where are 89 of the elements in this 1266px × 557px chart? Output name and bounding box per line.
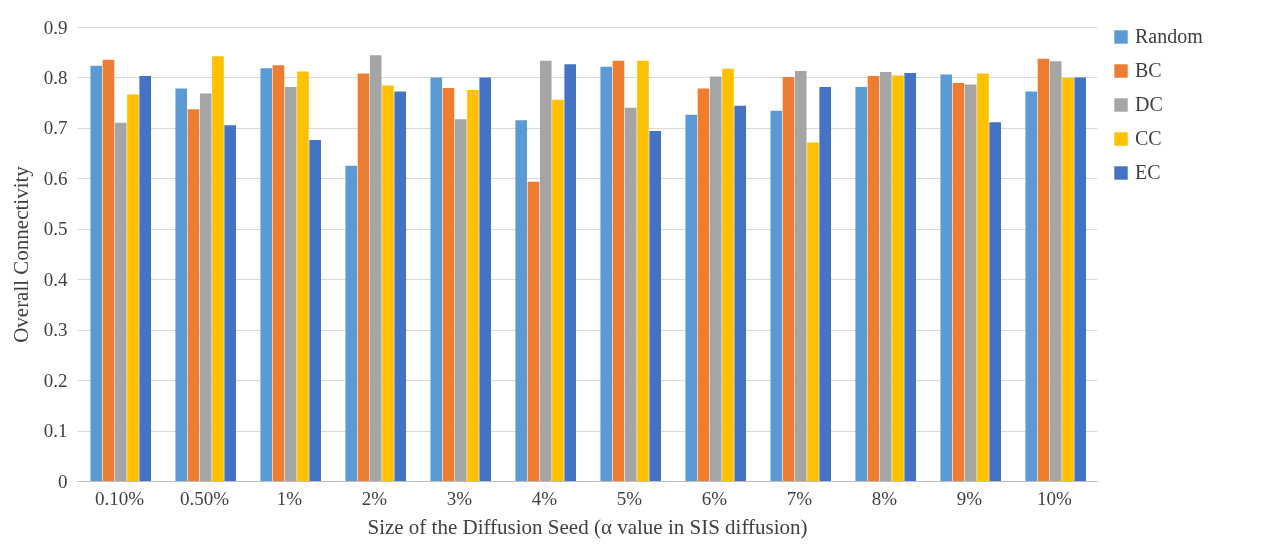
x-tick-label: 3%: [446, 487, 473, 509]
bar: [515, 120, 528, 481]
bar: [940, 74, 953, 481]
legend-label: CC: [1135, 127, 1162, 149]
bar: [782, 76, 795, 481]
y-tick-label: 0.4: [43, 268, 68, 290]
bar: [297, 71, 309, 481]
bar: [90, 65, 103, 481]
bar: [685, 114, 698, 481]
bar: [224, 125, 237, 481]
bar: [127, 94, 139, 481]
y-tick-label: 0.6: [43, 167, 68, 189]
bar: [989, 122, 1002, 481]
bar: [357, 73, 370, 481]
bar: [102, 59, 115, 481]
bar: [345, 165, 358, 481]
bar: [199, 93, 212, 481]
x-tick-label: 4%: [531, 487, 558, 509]
bar: [479, 77, 492, 481]
legend-label: EC: [1135, 161, 1161, 183]
y-tick-label: 0.5: [43, 218, 68, 240]
bar: [819, 87, 832, 481]
bar: [624, 107, 637, 481]
bar: [952, 82, 965, 481]
bar: [1049, 61, 1062, 481]
bar: [442, 88, 455, 481]
bar: [1074, 77, 1087, 481]
bar: [1025, 91, 1038, 481]
y-tick-label: 0.3: [43, 319, 68, 341]
x-tick-label: 6%: [701, 487, 728, 509]
x-tick-label: 1%: [276, 487, 303, 509]
bar: [187, 109, 200, 481]
bar: [114, 122, 127, 481]
x-tick-label: 2%: [361, 487, 388, 509]
bar: [309, 140, 322, 481]
bar: [369, 55, 382, 481]
bar: [807, 142, 819, 481]
bar: [892, 75, 904, 481]
bar: [284, 87, 297, 481]
x-tick-label: 9%: [956, 487, 983, 509]
bar: [637, 60, 649, 481]
x-tick-label: 10%: [1037, 487, 1073, 509]
y-axis-title: Overall Connectivity: [8, 165, 33, 343]
bar: [260, 68, 273, 481]
bar: [1037, 58, 1050, 481]
legend-label: Random: [1135, 25, 1204, 47]
bar: [770, 110, 783, 481]
bar: [1062, 77, 1074, 481]
legend-label: DC: [1135, 93, 1163, 115]
bar: [867, 75, 880, 481]
bar: [564, 64, 577, 481]
bar: [467, 90, 479, 481]
bar: [539, 60, 552, 481]
bar: [139, 75, 152, 481]
bar: [430, 77, 443, 481]
y-tick-label: 0.2: [43, 369, 68, 391]
x-tick-label: 0.10%: [94, 487, 145, 509]
legend-label: BC: [1135, 59, 1162, 81]
bar: [734, 105, 747, 481]
y-tick-label: 0.7: [43, 117, 68, 139]
x-axis-title: Size of the Diffusion Seed (α value in SIS diffusion): [367, 514, 808, 539]
bar: [212, 56, 224, 481]
bar: [552, 99, 564, 481]
y-tick-label: 0.8: [43, 66, 68, 88]
y-tick-label: 0: [58, 470, 68, 492]
bar: [600, 66, 613, 481]
bar: [527, 181, 540, 481]
x-tick-label: 0.50%: [179, 487, 230, 509]
bar: [382, 85, 394, 481]
bar: [879, 71, 892, 481]
bar: [855, 87, 868, 481]
x-tick-label: 7%: [786, 487, 813, 509]
bar: [394, 91, 407, 481]
bar: [722, 68, 734, 481]
x-tick-label: 8%: [871, 487, 898, 509]
y-tick-label: 0.1: [43, 420, 68, 442]
x-tick-label: 5%: [616, 487, 643, 509]
bar: [272, 65, 285, 481]
bar: [977, 73, 989, 481]
bar: [709, 76, 722, 481]
bar: [649, 130, 662, 481]
bar: [612, 60, 625, 481]
y-tick-label: 0.9: [43, 16, 68, 38]
bar: [175, 88, 188, 481]
bar: [454, 119, 467, 481]
bar: [794, 70, 807, 481]
bar: [697, 88, 710, 481]
bar: [904, 72, 917, 481]
bar: [964, 84, 977, 481]
